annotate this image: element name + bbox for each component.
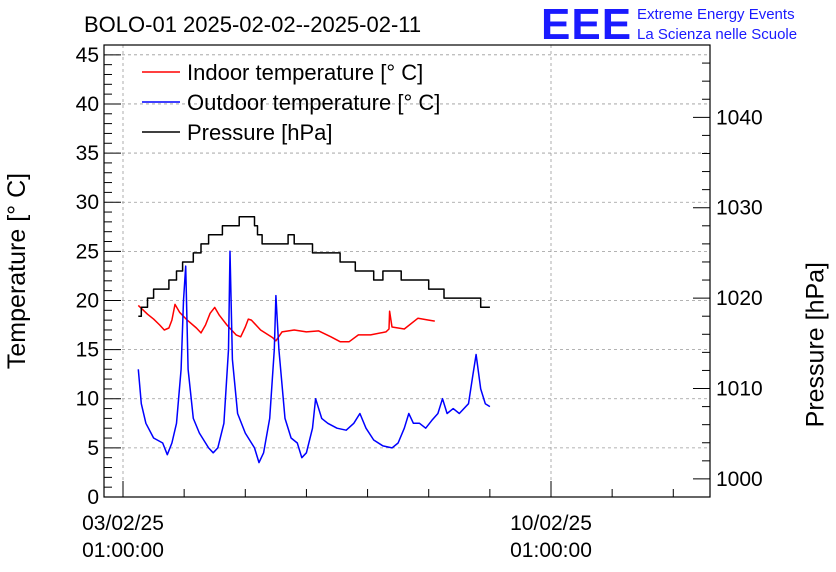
y2-axis-title: Pressure [hPa] [802, 262, 830, 427]
eee-logo: EEE Extreme Energy Events La Scienza nel… [541, 0, 797, 49]
y-tick-label: 45 [76, 44, 99, 67]
logo-letters: EEE [541, 0, 632, 49]
left-axis: 0 5 10 15 20 25 30 35 40 45 [76, 44, 121, 509]
y-tick-label: 15 [76, 339, 99, 362]
x-tick-label-date: 03/02/25 [82, 512, 164, 535]
grid-layer [104, 45, 710, 497]
y-tick-label: 40 [76, 93, 99, 116]
legend-label-pressure: Pressure [hPa] [187, 120, 333, 145]
y2-tick-label: 1040 [716, 106, 763, 129]
chart-title: BOLO-01 2025-02-02--2025-02-11 [84, 12, 421, 37]
bottom-axis: 03/02/25 01:00:00 10/02/25 01:00:00 [82, 481, 674, 562]
x-tick-label-time: 01:00:00 [510, 539, 592, 562]
y-tick-label: 20 [76, 289, 99, 312]
logo-line2: La Scienza nelle Scuole [637, 26, 797, 43]
series-line-indoor [137, 303, 435, 343]
y-tick-label: 5 [87, 437, 99, 460]
logo-line1: Extreme Energy Events [637, 6, 795, 23]
y-tick-label: 25 [76, 240, 99, 263]
y2-tick-label: 1010 [716, 378, 763, 401]
y2-tick-label: 1000 [716, 468, 763, 491]
series-layer [137, 216, 491, 464]
x-tick-label-date: 10/02/25 [510, 512, 592, 535]
y-tick-label: 30 [76, 191, 99, 214]
series-line-pressure [138, 216, 490, 317]
right-axis: 1000 1010 1020 1030 1040 [693, 44, 763, 498]
y-tick-label: 35 [76, 142, 99, 165]
legend: Indoor temperature [° C] Outdoor tempera… [142, 60, 440, 145]
legend-label-indoor: Indoor temperature [° C] [187, 60, 423, 85]
y2-tick-label: 1030 [716, 197, 763, 220]
series-line-outdoor [137, 250, 491, 464]
legend-label-outdoor: Outdoor temperature [° C] [187, 90, 440, 115]
y-tick-label: 0 [87, 486, 99, 509]
x-tick-label-time: 01:00:00 [82, 539, 164, 562]
y2-tick-label: 1020 [716, 287, 763, 310]
y-tick-label: 10 [76, 388, 99, 411]
y-axis-title: Temperature [° C] [3, 173, 31, 369]
